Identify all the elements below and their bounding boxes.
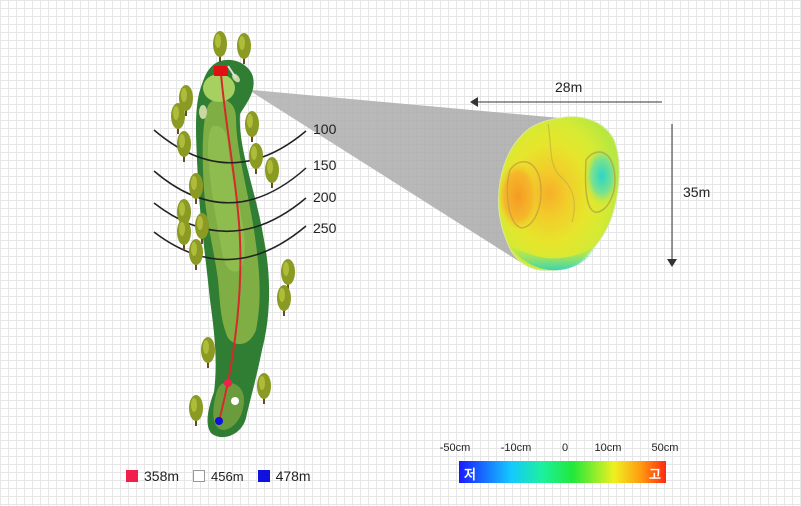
green-elevation-map	[497, 116, 620, 271]
play-route	[218, 73, 242, 422]
tree-icon	[195, 213, 209, 244]
legend-item-white-tee: 456m	[193, 469, 244, 484]
tree-icon	[189, 395, 203, 426]
hole-green	[203, 74, 235, 102]
tree-icon	[245, 111, 259, 142]
tee-marker-red	[224, 379, 232, 387]
tree-icon	[237, 33, 251, 64]
elevation-scale: -50cm -10cm 0 10cm 50cm 저 고	[440, 440, 679, 486]
distance-label-100: 100	[313, 121, 337, 137]
tree-icon	[189, 239, 203, 270]
distance-arc-150	[153, 167, 307, 204]
red-tee-distance: 358m	[144, 468, 180, 484]
scale-tick: 50cm	[651, 442, 679, 454]
flag-icon	[214, 66, 228, 76]
tee-legend: 358m 456m 478m	[126, 468, 317, 484]
tee-marker-blue	[215, 417, 223, 425]
tree-icon	[171, 103, 185, 134]
scale-tick: -10cm	[500, 442, 532, 454]
tree-icon	[189, 173, 203, 204]
depth-arrow-head	[667, 259, 677, 267]
green-depth-label: 35m	[683, 184, 710, 200]
scale-tick: 0	[561, 442, 569, 454]
high-label: 고	[649, 467, 661, 482]
tree-icon	[281, 259, 295, 290]
distance-arc-200	[153, 197, 307, 232]
bunker	[199, 105, 207, 119]
tree-icon	[257, 373, 271, 404]
tree-icon	[277, 285, 291, 316]
distance-label-200: 200	[313, 189, 337, 205]
tree-icon	[177, 131, 191, 162]
tee-marker-white	[231, 397, 239, 405]
distance-label-150: 150	[313, 157, 337, 173]
elevation-color-bar: 저 고	[459, 461, 666, 483]
scale-tick: 10cm	[594, 442, 622, 454]
trees	[171, 31, 295, 426]
tree-icon	[179, 85, 193, 116]
tree-icon	[201, 337, 215, 368]
distance-label-250: 250	[313, 220, 337, 236]
tree-icon	[177, 219, 191, 250]
low-label: 저	[464, 467, 476, 482]
distance-arc-250	[153, 225, 307, 261]
tree-icon	[265, 157, 279, 188]
tree-icon	[249, 143, 263, 174]
blue-tee-distance: 478m	[275, 468, 311, 484]
flag-pole	[227, 65, 237, 79]
white-tee-distance: 456m	[211, 468, 244, 484]
scale-tick: -50cm	[439, 442, 471, 454]
white-tee-swatch	[193, 470, 206, 482]
legend-item-red-tee: 358m	[126, 468, 179, 484]
elevation-scale-ticks: -50cm -10cm 0 10cm 50cm	[440, 440, 679, 456]
red-tee-swatch	[126, 470, 138, 482]
blue-tee-swatch	[257, 470, 270, 482]
legend-item-blue-tee: 478m	[257, 468, 311, 484]
green-width-label: 28m	[555, 79, 582, 95]
tree-icon	[213, 31, 227, 62]
green-projection	[236, 82, 560, 262]
distance-arc-100	[153, 129, 307, 164]
width-arrow-head	[470, 97, 478, 107]
